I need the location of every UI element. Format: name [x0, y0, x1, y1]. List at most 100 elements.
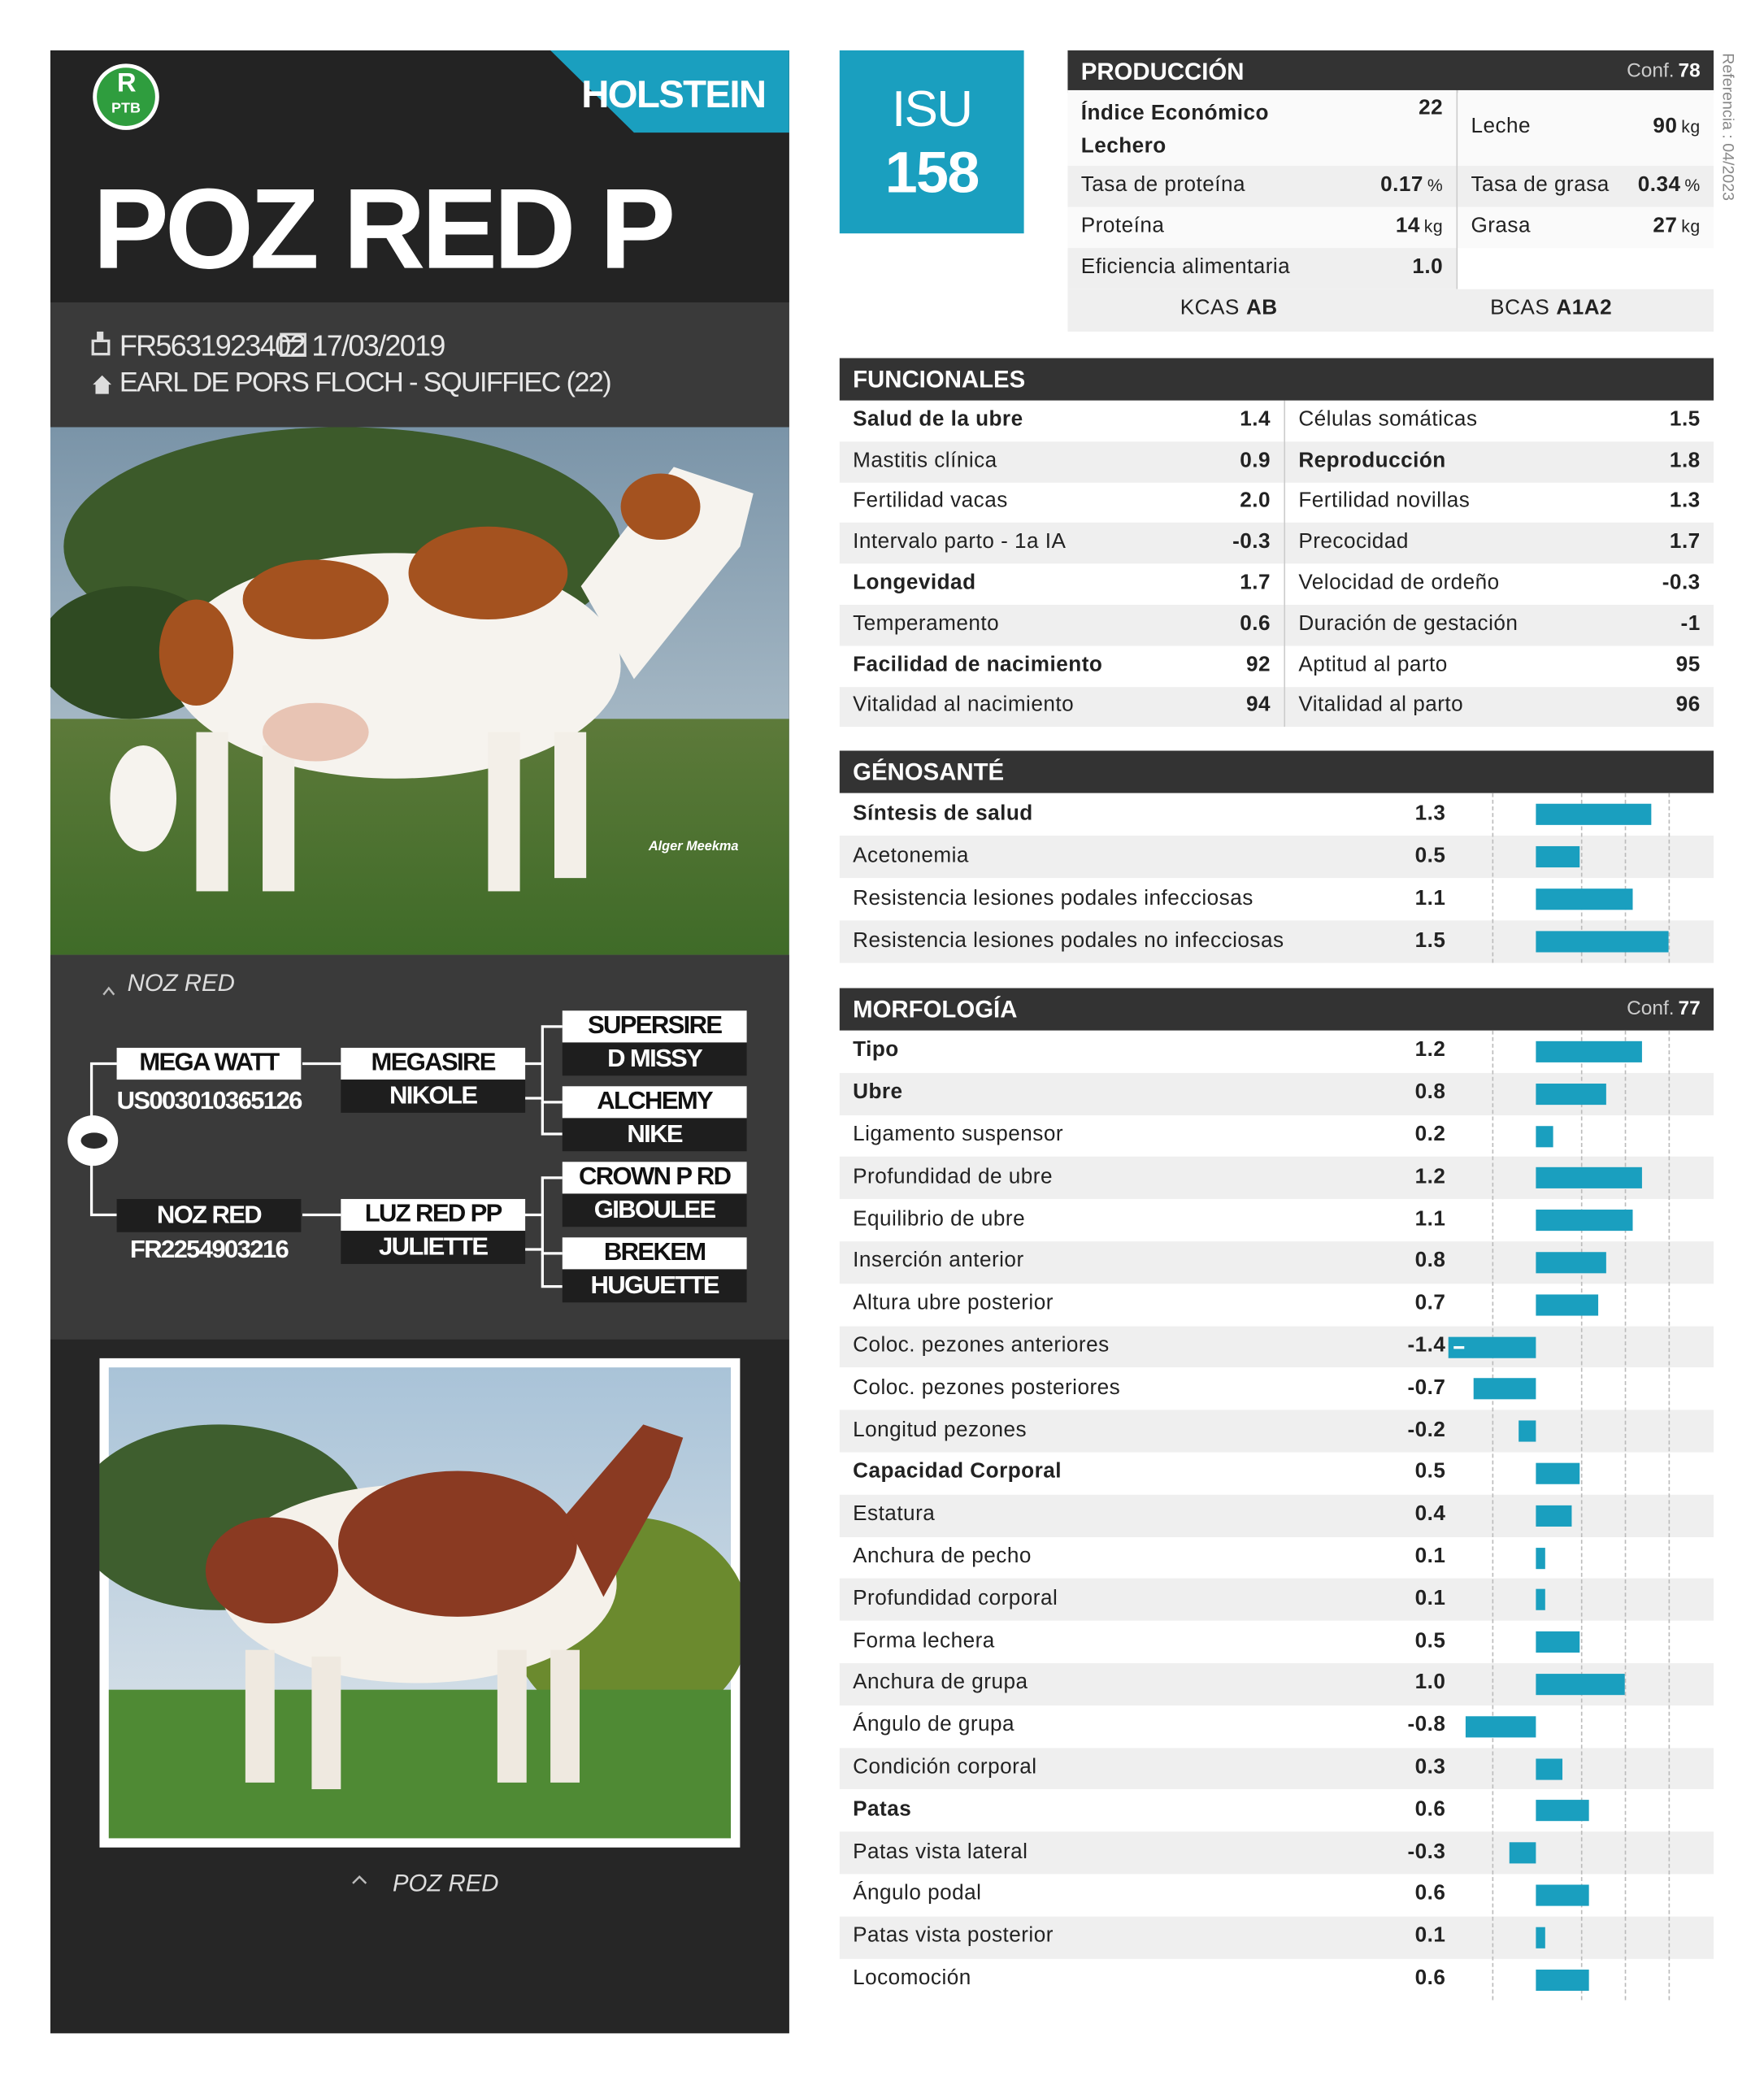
value: 0.5: [1414, 844, 1446, 867]
value: 0.6: [1414, 1798, 1446, 1821]
table-row: Velocidad de ordeño -0.3: [1285, 563, 1714, 605]
row-label: Patas: [853, 1798, 912, 1821]
value: -1: [1680, 612, 1701, 636]
row-value: 0.6: [1415, 1798, 1446, 1822]
table-row: Equilibrio de ubre 1.1: [839, 1199, 1714, 1242]
bar: [1536, 803, 1651, 825]
pedigree-caption: NOZ RED: [127, 969, 235, 997]
value: 1.3: [1669, 489, 1701, 513]
breeder: EARL DE PORS FLOCH - SQUIFFIEC (22): [119, 367, 612, 398]
value: 0.8: [1414, 1249, 1446, 1273]
bar: [1536, 1673, 1625, 1696]
row-value: 0.6: [1415, 1883, 1446, 1906]
row-label: Síntesis de salud: [853, 802, 1033, 825]
row-label: Ligamento suspensor: [853, 1123, 1064, 1146]
value: 1.7: [1240, 571, 1271, 595]
row-label: Ubre: [853, 1081, 903, 1104]
value: -0.8: [1407, 1714, 1446, 1737]
info-icons: [91, 331, 306, 394]
value: 0.7: [1414, 1292, 1446, 1315]
table-row: [1067, 289, 1714, 332]
row-value: -1.4: [1407, 1334, 1445, 1358]
conf-value: 77: [1678, 997, 1701, 1020]
row-value: 92: [1246, 654, 1271, 677]
row-value: -0.3: [1232, 531, 1271, 554]
value: 0.9: [1240, 449, 1271, 472]
row-value: 95: [1676, 654, 1701, 677]
bar: [1536, 1884, 1589, 1906]
ancestor-dam: NIKOLE: [341, 1080, 526, 1113]
table-row: Coloc. pezones anteriores -1.4: [839, 1325, 1714, 1368]
ancestor-dam: JULIETTE: [341, 1231, 526, 1264]
value: -0.2: [1407, 1418, 1446, 1441]
row-label: Condición corporal: [853, 1756, 1037, 1779]
row-label: Precocidad: [1298, 531, 1409, 554]
value: 2.0: [1240, 489, 1271, 513]
row-label: Salud de la ubre: [853, 408, 1023, 432]
guide-line: [1580, 793, 1583, 963]
bar-area: [1448, 1030, 1714, 2001]
guide-line: [1580, 1030, 1583, 2001]
value: 0.5: [1414, 1461, 1446, 1484]
guide-line: [1668, 1030, 1671, 2001]
row-value: 2.0: [1240, 490, 1271, 514]
row-value: 0.5: [1415, 845, 1446, 868]
row-label: Anchura de pecho: [853, 1544, 1032, 1568]
row-value: 0.4: [1415, 1503, 1446, 1527]
genotype-value: A1A2: [1556, 297, 1613, 320]
table-row: Índice Económico Lechero 22: [1067, 89, 1457, 166]
reference-wrap: Referencia : 04/2023: [1711, 53, 1738, 212]
row-value: 0.1: [1415, 1588, 1446, 1611]
bar: [1536, 931, 1669, 953]
value: -0.3: [1232, 531, 1271, 554]
row-label: Mastitis clínica: [853, 449, 997, 472]
table-row: Tasa de proteína 0.17%: [1067, 165, 1457, 207]
row-label: Longevidad: [853, 571, 976, 595]
value: 1.2: [1414, 1165, 1446, 1188]
row-value: 1.8: [1670, 450, 1701, 473]
row-label: Ángulo de grupa: [853, 1714, 1015, 1737]
conf: Conf. 77: [1627, 988, 1701, 1031]
table-row: Patas vista lateral -0.3: [839, 1831, 1714, 1875]
table-row: Patas 0.6: [839, 1789, 1714, 1832]
row-value: 0.7: [1415, 1292, 1446, 1315]
value: 14: [1395, 215, 1420, 238]
guide-line: [1492, 793, 1494, 963]
table-row: Fertilidad vacas 2.0: [839, 482, 1284, 524]
row-value: -0.3: [1662, 571, 1701, 595]
breed: HOLSTEIN: [581, 74, 767, 117]
value: 1.2: [1414, 1039, 1446, 1062]
row-value: 1.7: [1240, 571, 1271, 595]
row-label: Profundidad de ubre: [853, 1165, 1054, 1188]
value: 90: [1653, 115, 1678, 138]
bar: [1465, 1715, 1536, 1737]
value: 1.4: [1240, 408, 1271, 432]
pedigree-lines: [67, 986, 563, 1288]
row-label: Grasa: [1471, 215, 1531, 238]
row-value: 96: [1676, 694, 1701, 718]
table-row: Grasa 27 kg: [1458, 206, 1714, 249]
row-label: Eficiencia alimentaria: [1080, 255, 1291, 279]
row-value: 0.6: [1240, 613, 1271, 636]
value: 1.3: [1414, 802, 1446, 825]
row-value: 22: [1419, 97, 1443, 120]
bar: [1536, 1293, 1598, 1316]
animal-id: FR5631923402: [119, 328, 306, 363]
row-label: Longitud pezones: [853, 1418, 1028, 1441]
guide-line: [1624, 793, 1627, 963]
divider: [1456, 89, 1458, 289]
row-label: Coloc. pezones anteriores: [853, 1334, 1110, 1358]
row-label: Tasa de proteína: [1080, 173, 1246, 197]
row-value: -0.8: [1407, 1714, 1445, 1737]
table-row: Fertilidad novillas 1.3: [1285, 482, 1714, 524]
isu-label: ISU: [891, 82, 973, 138]
cow-photo: [50, 427, 789, 955]
value: 0.6: [1414, 1882, 1446, 1905]
row-label: Patas vista posterior: [853, 1924, 1054, 1948]
row-label: Equilibrio de ubre: [853, 1207, 1026, 1231]
unit: kg: [1681, 215, 1701, 237]
divider: [1284, 400, 1286, 728]
table-row: Aptitud al parto 95: [1285, 645, 1714, 687]
table-row: Facilidad de nacimiento 92: [839, 645, 1284, 687]
row-label: Estatura: [853, 1502, 936, 1526]
